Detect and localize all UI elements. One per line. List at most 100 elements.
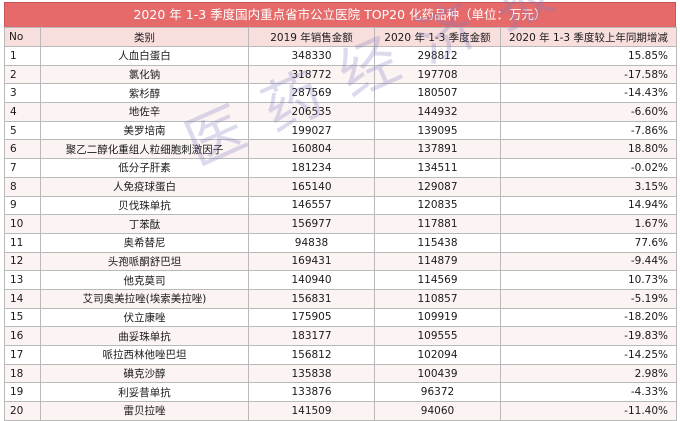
cell-no: 13 <box>4 270 41 290</box>
table-row: 17 哌拉西林他唑巴坦 156812 102094 -14.25% <box>4 345 677 365</box>
table-row: 19 利妥昔单抗 133876 96372 -4.33% <box>4 382 677 403</box>
table-row: 16 曲妥珠单抗 183177 109555 -19.83% <box>4 326 677 346</box>
cell-category: 地佐辛 <box>40 102 249 122</box>
cell-no: 7 <box>4 158 41 178</box>
cell-no: 5 <box>4 120 41 141</box>
cell-category: 聚乙二醇化重组人粒细胞刺激因子 <box>40 139 249 160</box>
table-row: 13 他克莫司 140940 114569 10.73% <box>4 270 677 290</box>
cell-sales-2019: 156831 <box>248 288 375 309</box>
header-sales-2020-q1-q3: 2020 年 1-3 季度金额 <box>374 27 501 47</box>
cell-category: 伏立康唑 <box>40 307 249 328</box>
cell-sales-2019: 160804 <box>248 139 375 160</box>
cell-sales-2020: 180507 <box>374 83 501 104</box>
cell-sales-2019: 183177 <box>248 326 375 346</box>
cell-sales-2019: 165140 <box>248 176 375 197</box>
cell-category: 氯化钠 <box>40 64 249 85</box>
cell-sales-2020: 129087 <box>374 176 501 197</box>
cell-yoy-change: 14.94% <box>500 195 677 216</box>
table-title: 2020 年 1-3 季度国内重点省市公立医院 TOP20 化药品种（单位：万元… <box>4 2 676 27</box>
cell-sales-2019: 141509 <box>248 401 375 421</box>
table-row: 9 贝伐珠单抗 146557 120835 14.94% <box>4 195 677 216</box>
cell-no: 9 <box>4 195 41 216</box>
cell-sales-2020: 100439 <box>374 363 501 384</box>
cell-yoy-change: 15.85% <box>500 46 677 66</box>
cell-no: 10 <box>4 214 41 234</box>
cell-yoy-change: -18.20% <box>500 307 677 328</box>
cell-sales-2020: 298812 <box>374 46 501 66</box>
cell-no: 4 <box>4 102 41 122</box>
cell-sales-2020: 114569 <box>374 270 501 290</box>
cell-category: 曲妥珠单抗 <box>40 326 249 346</box>
cell-no: 18 <box>4 363 41 384</box>
cell-yoy-change: -7.86% <box>500 120 677 141</box>
cell-yoy-change: 77.6% <box>500 232 677 253</box>
cell-yoy-change: -19.83% <box>500 326 677 346</box>
cell-sales-2020: 139095 <box>374 120 501 141</box>
cell-no: 19 <box>4 382 41 403</box>
cell-category: 紫杉醇 <box>40 83 249 104</box>
cell-category: 碘克沙醇 <box>40 363 249 384</box>
cell-yoy-change: -0.02% <box>500 158 677 178</box>
cell-sales-2020: 109555 <box>374 326 501 346</box>
cell-no: 11 <box>4 232 41 253</box>
cell-no: 8 <box>4 176 41 197</box>
cell-no: 17 <box>4 345 41 365</box>
table-row: 11 奥希替尼 94838 115438 77.6% <box>4 232 677 253</box>
cell-category: 丁苯酞 <box>40 214 249 234</box>
cell-yoy-change: -5.19% <box>500 288 677 309</box>
header-category: 类别 <box>40 27 249 47</box>
cell-yoy-change: -4.33% <box>500 382 677 403</box>
header-yoy-change: 2020 年 1-3 季度较上年同期增减 <box>500 27 677 47</box>
cell-category: 贝伐珠单抗 <box>40 195 249 216</box>
cell-sales-2019: 156977 <box>248 214 375 234</box>
cell-no: 12 <box>4 251 41 272</box>
cell-sales-2019: 175905 <box>248 307 375 328</box>
cell-yoy-change: 10.73% <box>500 270 677 290</box>
cell-category: 低分子肝素 <box>40 158 249 178</box>
cell-category: 雷贝拉唑 <box>40 401 249 421</box>
cell-no: 1 <box>4 46 41 66</box>
header-row: No 类别 2019 年销售金额 2020 年 1-3 季度金额 2020 年 … <box>4 27 677 47</box>
cell-yoy-change: 3.15% <box>500 176 677 197</box>
cell-sales-2020: 94060 <box>374 401 501 421</box>
cell-sales-2019: 181234 <box>248 158 375 178</box>
cell-sales-2020: 110857 <box>374 288 501 309</box>
table-row: 15 伏立康唑 175905 109919 -18.20% <box>4 307 677 328</box>
cell-sales-2019: 156812 <box>248 345 375 365</box>
table-row: 18 碘克沙醇 135838 100439 2.98% <box>4 363 677 384</box>
cell-category: 人免疫球蛋白 <box>40 176 249 197</box>
cell-yoy-change: -17.58% <box>500 64 677 85</box>
cell-yoy-change: -14.43% <box>500 83 677 104</box>
cell-sales-2020: 144932 <box>374 102 501 122</box>
table-row: 2 氯化钠 318772 197708 -17.58% <box>4 64 677 85</box>
cell-category: 他克莫司 <box>40 270 249 290</box>
cell-yoy-change: 18.80% <box>500 139 677 160</box>
cell-no: 6 <box>4 139 41 160</box>
table-body: 1 人血白蛋白 348330 298812 15.85% 2 氯化钠 318772 197708… <box>4 46 677 421</box>
cell-sales-2019: 140940 <box>248 270 375 290</box>
report-sheet: 2020 年 1-3 季度国内重点省市公立医院 TOP20 化药品种（单位：万元… <box>4 2 677 421</box>
cell-sales-2019: 135838 <box>248 363 375 384</box>
table-row: 12 头孢哌酮舒巴坦 169431 114879 -9.44% <box>4 251 677 272</box>
cell-sales-2019: 133876 <box>248 382 375 403</box>
table-row: 5 美罗培南 199027 139095 -7.86% <box>4 120 677 141</box>
table-row: 3 紫杉醇 287569 180507 -14.43% <box>4 83 677 104</box>
cell-category: 美罗培南 <box>40 120 249 141</box>
cell-no: 2 <box>4 64 41 85</box>
cell-sales-2019: 318772 <box>248 64 375 85</box>
cell-yoy-change: 1.67% <box>500 214 677 234</box>
cell-sales-2019: 287569 <box>248 83 375 104</box>
cell-sales-2020: 115438 <box>374 232 501 253</box>
cell-sales-2020: 117881 <box>374 214 501 234</box>
cell-sales-2020: 96372 <box>374 382 501 403</box>
cell-sales-2019: 348330 <box>248 46 375 66</box>
cell-no: 14 <box>4 288 41 309</box>
cell-sales-2020: 197708 <box>374 64 501 85</box>
drug-ranking-table: No 类别 2019 年销售金额 2020 年 1-3 季度金额 2020 年 … <box>4 27 677 421</box>
cell-category: 头孢哌酮舒巴坦 <box>40 251 249 272</box>
cell-yoy-change: 2.98% <box>500 363 677 384</box>
table-row: 6 聚乙二醇化重组人粒细胞刺激因子 160804 137891 18.80% <box>4 139 677 160</box>
cell-category: 奥希替尼 <box>40 232 249 253</box>
cell-category: 艾司奥美拉唑(埃索美拉唑) <box>40 288 249 309</box>
cell-sales-2019: 94838 <box>248 232 375 253</box>
